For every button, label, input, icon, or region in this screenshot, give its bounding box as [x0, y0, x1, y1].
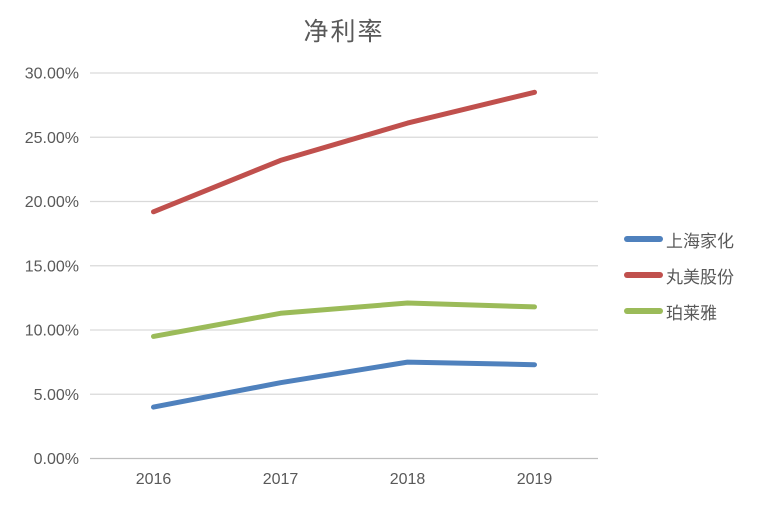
legend-swatch-2: [624, 308, 663, 314]
legend-item-0: 上海家化: [624, 228, 734, 251]
legend-label-1: 丸美股份: [666, 267, 734, 287]
chart-title: 净利率: [303, 18, 385, 46]
y-axis-tick-label: 20.00%: [25, 194, 79, 211]
legend: 上海家化丸美股份珀莱雅: [624, 228, 734, 323]
x-axis-tick-label: 2017: [263, 471, 299, 488]
legend-label-2: 珀莱雅: [666, 303, 717, 323]
x-axis-tick-label: 2019: [517, 471, 553, 488]
y-axis-tick-label: 30.00%: [25, 66, 79, 83]
series-line-1: [151, 89, 537, 215]
legend-label-0: 上海家化: [666, 231, 734, 251]
y-axis-tick-label: 5.00%: [34, 387, 79, 404]
legend-swatch-0: [624, 236, 663, 242]
legend-item-1: 丸美股份: [624, 264, 734, 287]
series-line-2: [151, 300, 537, 339]
x-axis-tick-label: 2016: [136, 471, 172, 488]
series-line-0: [151, 359, 537, 410]
y-axis-tick-label: 25.00%: [25, 130, 79, 147]
x-axis-tick-label: 2018: [390, 471, 426, 488]
legend-item-2: 珀莱雅: [624, 300, 734, 323]
y-axis-tick-label: 0.00%: [34, 451, 79, 468]
legend-swatch-1: [624, 272, 663, 278]
y-axis-tick-label: 15.00%: [25, 258, 79, 275]
y-axis-tick-label: 10.00%: [25, 323, 79, 340]
